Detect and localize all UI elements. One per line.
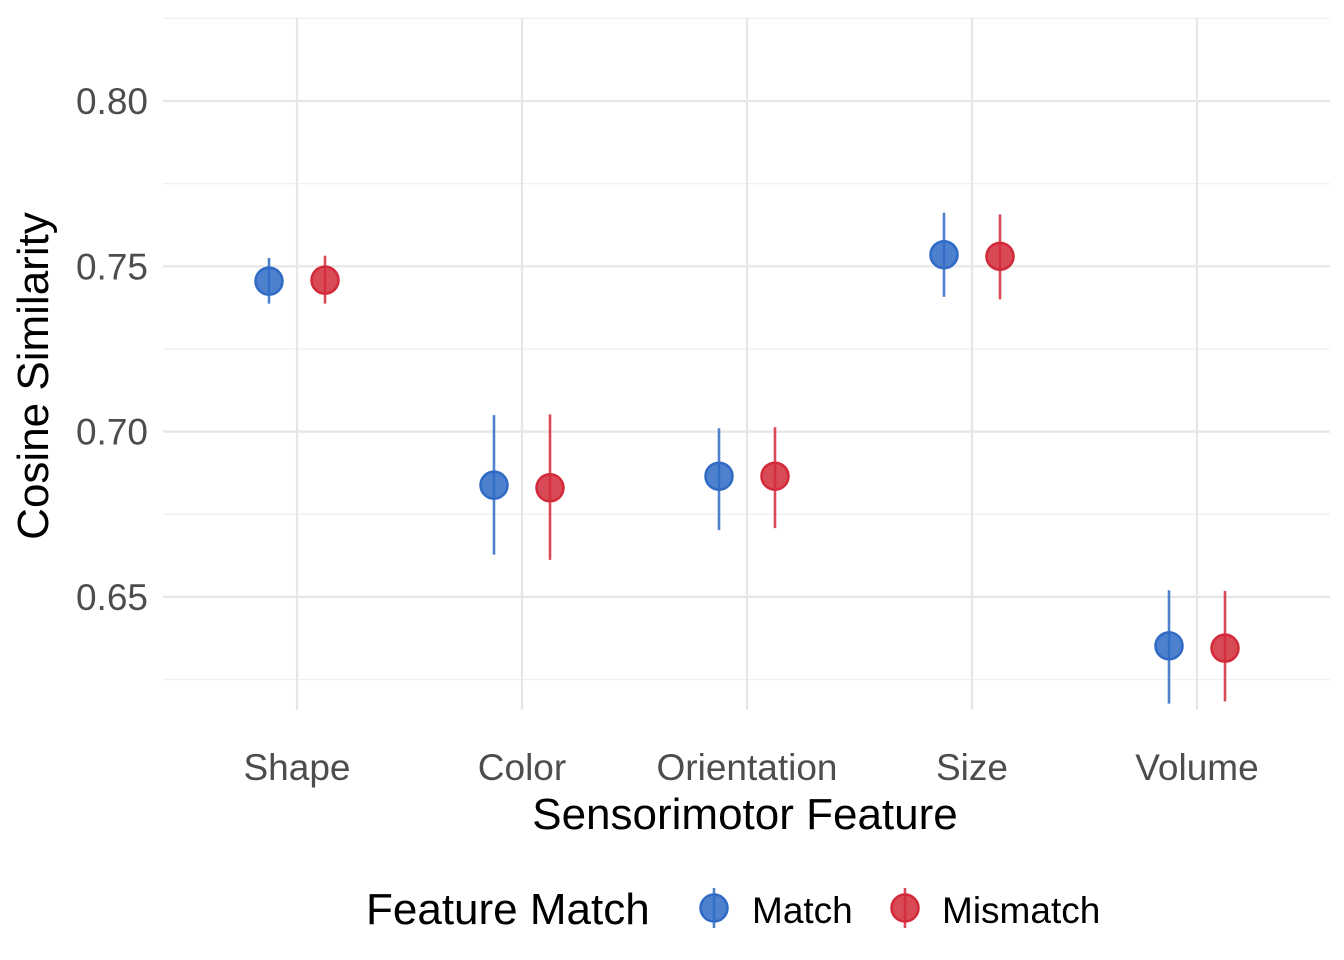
y-tick-labels: 0.65 0.70 0.75 0.80 (76, 81, 148, 618)
point-match (929, 239, 959, 270)
y-tick-label: 0.65 (76, 577, 148, 618)
point-mismatch (985, 241, 1015, 272)
data-marks (254, 212, 1240, 704)
point-mismatch (310, 265, 340, 295)
y-axis-title: Cosine Similarity (9, 212, 58, 540)
legend-key-mismatch (890, 893, 920, 923)
point-match (1154, 631, 1184, 661)
point-mismatch (535, 473, 565, 503)
point-mismatch (760, 461, 790, 491)
x-tick-label: Volume (1135, 747, 1258, 788)
legend: Feature Match Match Mismatch (366, 885, 1100, 934)
legend-label-match: Match (752, 890, 853, 931)
point-match (254, 266, 284, 296)
y-tick-label: 0.70 (76, 412, 148, 453)
x-axis-title: Sensorimotor Feature (532, 790, 958, 839)
legend-label-mismatch: Mismatch (942, 890, 1100, 931)
y-tick-label: 0.80 (76, 81, 148, 122)
legend-key-match (699, 893, 729, 923)
x-tick-label: Color (478, 747, 566, 788)
y-tick-label: 0.75 (76, 246, 148, 287)
x-tick-labels: Shape Color Orientation Size Volume (244, 747, 1259, 788)
x-tick-label: Shape (244, 747, 351, 788)
legend-title: Feature Match (366, 885, 650, 934)
grid-lines (163, 17, 1330, 710)
x-tick-label: Orientation (657, 747, 838, 788)
point-match (479, 470, 509, 500)
x-tick-label: Size (936, 747, 1008, 788)
point-match (704, 461, 734, 491)
point-mismatch (1210, 633, 1240, 663)
